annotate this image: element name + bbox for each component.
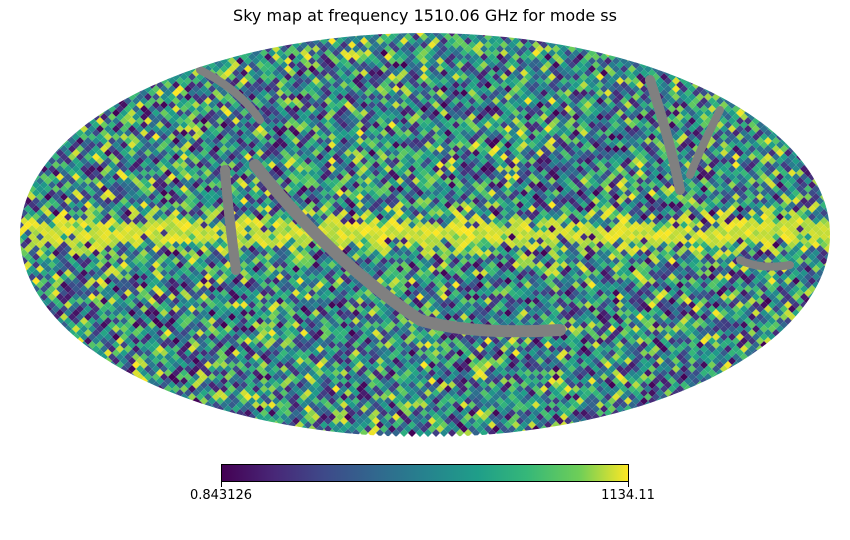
map-pixel	[632, 53, 640, 61]
map-pixel	[696, 77, 704, 85]
map-pixel	[20, 185, 28, 193]
map-pixel	[12, 233, 20, 241]
map-pixel	[216, 53, 224, 61]
map-pixel	[780, 129, 788, 137]
map-pixels	[8, 33, 840, 437]
map-pixel	[824, 189, 830, 197]
map-pixel	[112, 93, 120, 101]
map-pixel	[228, 49, 236, 57]
map-pixel	[832, 205, 840, 213]
map-pixel	[8, 229, 16, 237]
map-pixel	[12, 257, 20, 265]
map-pixel	[496, 33, 504, 37]
map-pixel	[684, 73, 692, 81]
map-pixel	[12, 217, 20, 225]
map-pixel	[532, 33, 540, 41]
map-pixel	[832, 237, 840, 245]
map-pixel	[48, 141, 56, 149]
map-pixel	[52, 137, 60, 145]
map-pixel	[60, 129, 68, 137]
map-pixel	[168, 69, 176, 77]
map-pixel	[156, 73, 164, 81]
map-pixel	[336, 33, 344, 37]
map-pixel	[20, 189, 24, 197]
map-pixel	[832, 229, 840, 237]
map-pixel	[44, 145, 52, 153]
map-pixel	[772, 121, 780, 129]
map-pixel	[728, 93, 736, 101]
map-pixel	[644, 57, 652, 65]
map-pixel	[28, 169, 36, 177]
map-pixel	[308, 33, 316, 41]
map-pixel	[828, 257, 830, 265]
map-pixel	[560, 37, 568, 45]
map-pixel	[8, 221, 16, 229]
map-pixel	[600, 45, 608, 53]
map-pixel	[824, 197, 830, 205]
map-pixel	[36, 161, 44, 169]
map-pixel	[832, 245, 840, 253]
map-pixel	[280, 37, 288, 45]
map-pixel	[144, 77, 152, 85]
map-pixel	[504, 33, 512, 37]
map-pixel	[748, 105, 756, 113]
map-pixel	[828, 193, 830, 201]
map-pixel	[40, 149, 48, 157]
map-pixel	[92, 105, 100, 113]
map-pixel	[796, 145, 804, 153]
map-pixel	[24, 181, 32, 189]
map-pixel	[804, 153, 812, 161]
map-pixel	[124, 89, 132, 97]
chart-title: Sky map at frequency 1510.06 GHz for mod…	[233, 6, 617, 25]
map-pixel	[8, 213, 16, 221]
map-pixel	[24, 173, 32, 181]
map-pixel	[788, 137, 796, 145]
map-pixel	[20, 197, 24, 205]
map-pixel	[752, 109, 760, 117]
map-pixel	[8, 245, 16, 253]
map-pixel	[12, 241, 20, 249]
map-pixel	[832, 221, 840, 229]
map-pixel	[668, 65, 676, 73]
map-pixel	[792, 141, 800, 149]
map-pixel	[820, 185, 828, 193]
map-pixel	[580, 41, 588, 49]
map-pixel	[800, 149, 808, 157]
map-pixel	[832, 213, 840, 221]
map-pixel	[812, 169, 820, 177]
map-pixel	[12, 225, 20, 233]
map-pixel	[12, 201, 20, 209]
map-pixel	[776, 125, 784, 133]
map-pixel	[612, 49, 620, 57]
map-pixel	[32, 165, 40, 173]
map-pixel	[656, 61, 664, 69]
map-pixel	[816, 173, 824, 181]
map-pixel	[820, 177, 828, 185]
map-pixel	[784, 133, 792, 141]
map-pixel	[128, 85, 136, 93]
map-pixel	[108, 97, 116, 105]
map-pixel	[12, 249, 20, 257]
map-pixel	[344, 33, 352, 37]
map-pixel	[56, 133, 64, 141]
map-pixel	[540, 33, 548, 41]
map-pixel	[260, 41, 268, 49]
map-pixel	[808, 157, 816, 165]
map-pixel	[80, 117, 88, 125]
map-pixel	[828, 249, 830, 257]
map-pixel	[828, 201, 830, 209]
map-pixel	[84, 113, 92, 121]
map-pixel	[8, 237, 16, 245]
map-pixel	[88, 109, 96, 117]
map-pixel	[828, 209, 830, 217]
map-pixel	[12, 209, 20, 217]
map-pixel	[712, 85, 720, 93]
map-pixel	[240, 45, 248, 53]
map-pixel	[20, 261, 24, 269]
map-pixel	[732, 97, 740, 105]
map-pixel	[140, 81, 148, 89]
map-pixel	[832, 253, 840, 261]
